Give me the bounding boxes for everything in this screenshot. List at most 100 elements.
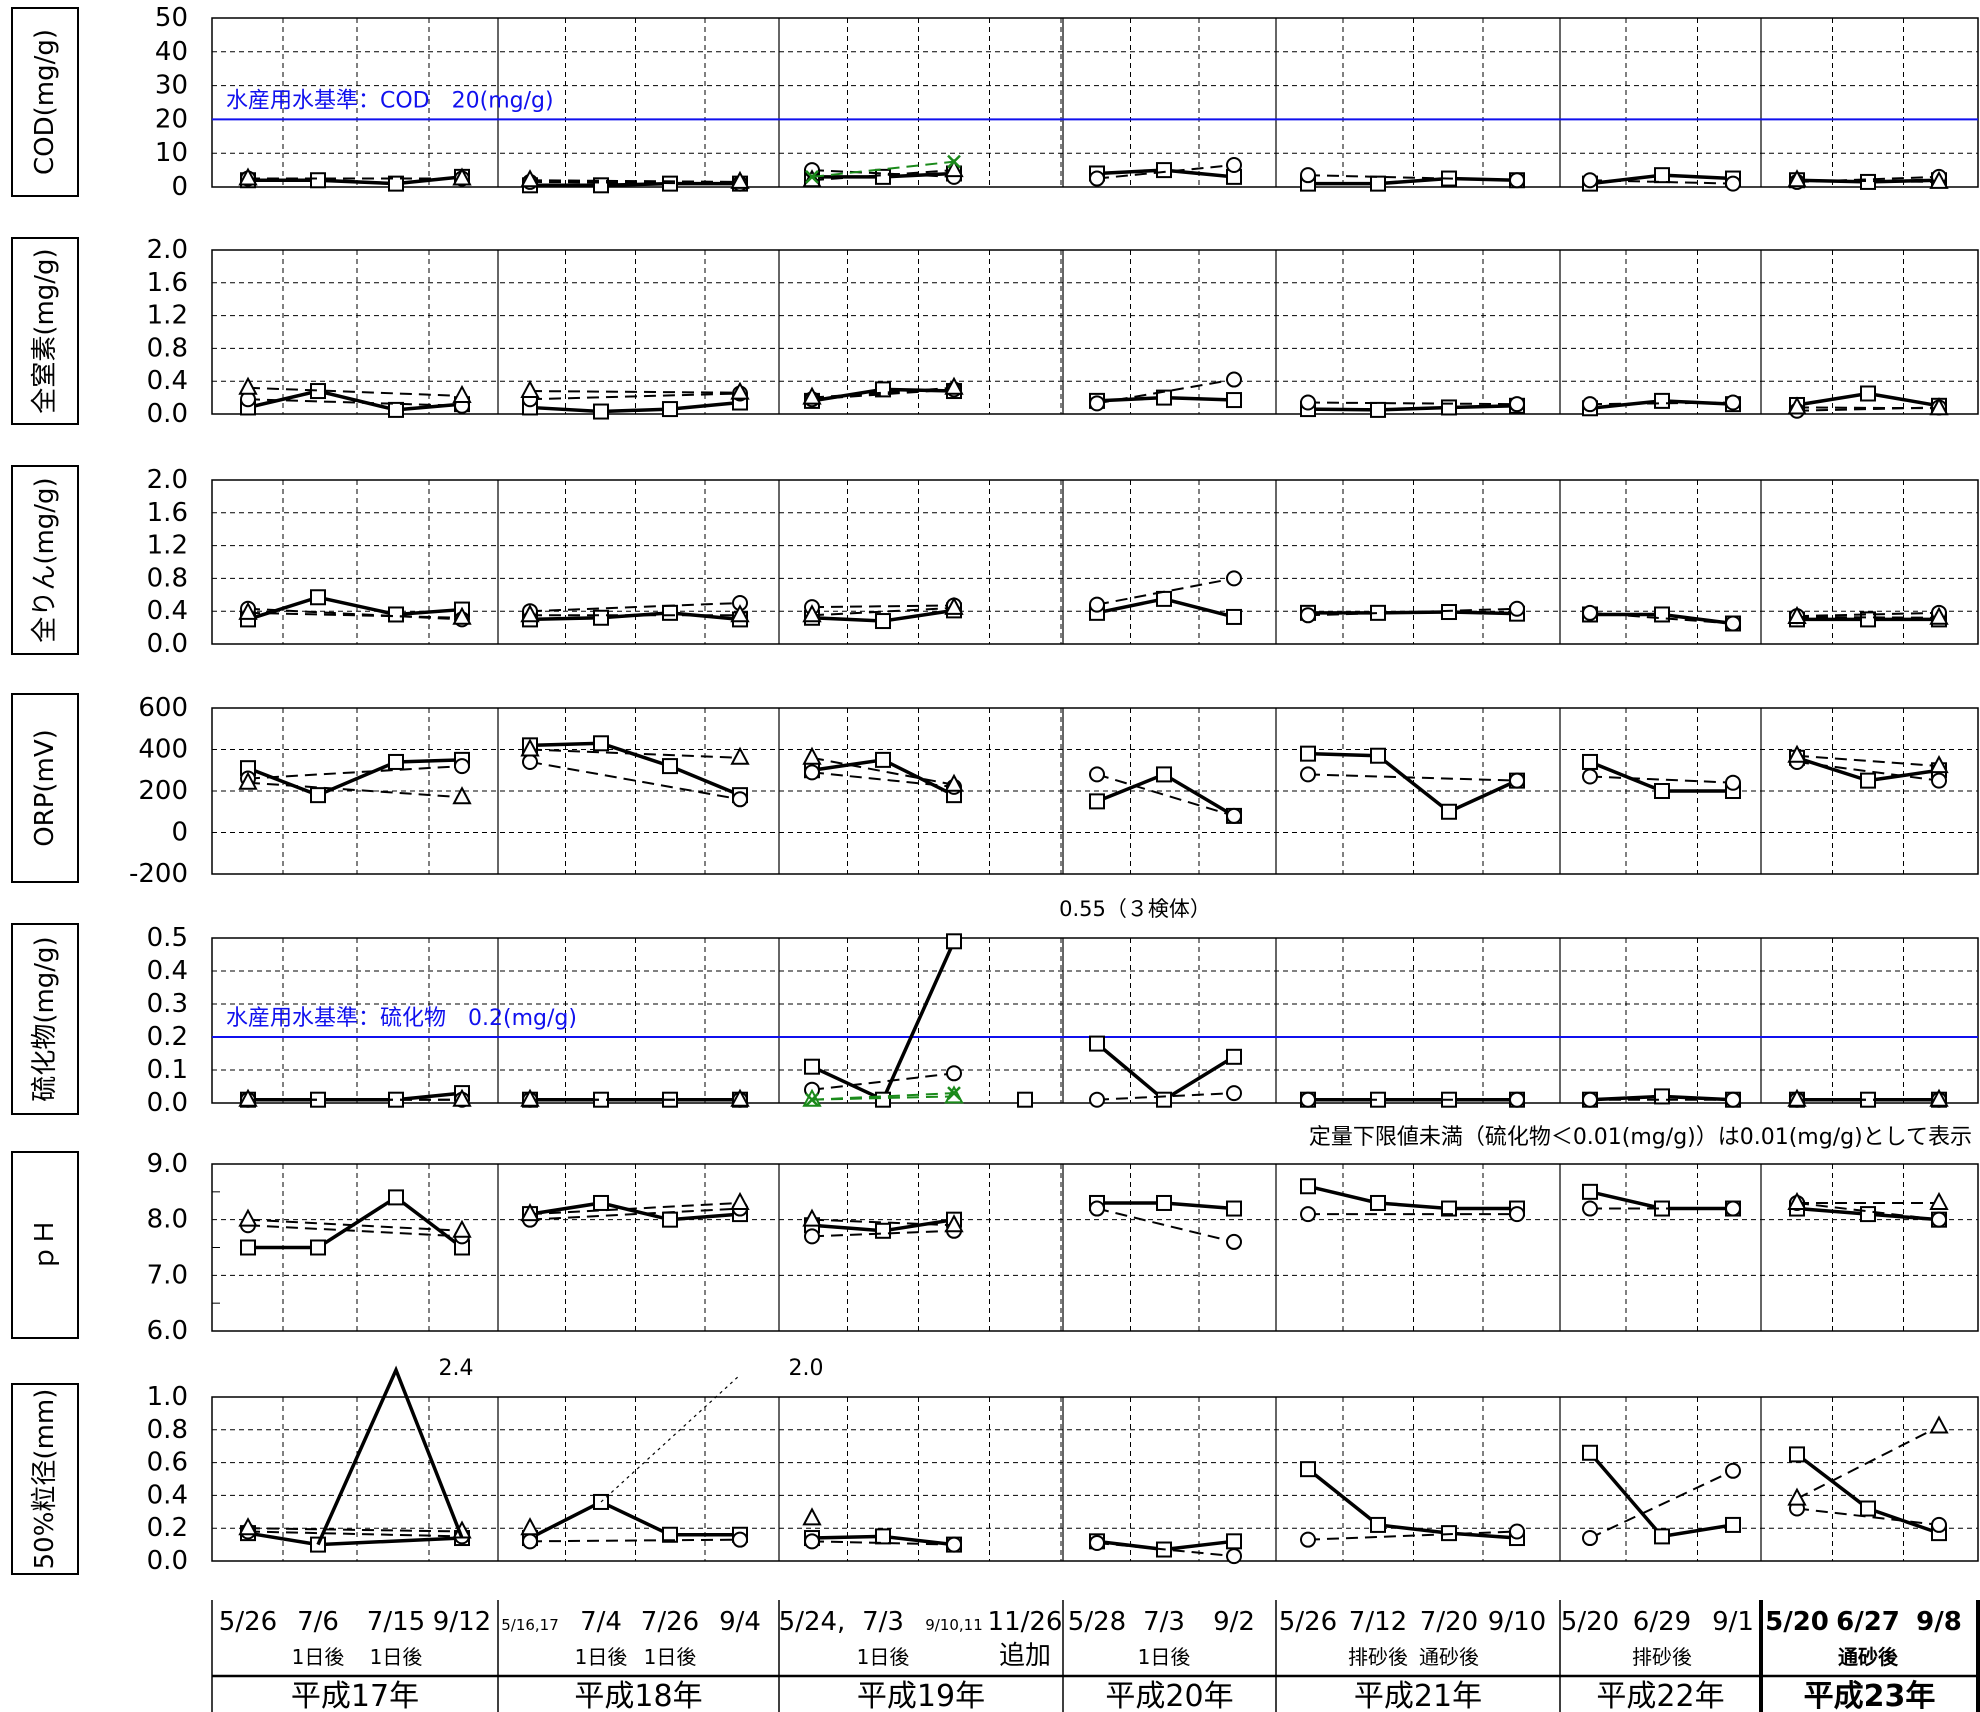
marker-circle [1300,1206,1316,1223]
marker-triangle [1929,1415,1949,1434]
y-axis-label: ORP(mV) [30,729,60,847]
y-tick-label: 0.8 [147,563,188,593]
date-sublabel: 排砂後 [1632,1645,1692,1669]
marker-circle [1089,395,1105,412]
marker-circle [1725,1091,1741,1108]
panel-total-phosphorus: 全りん(mg/g) 2.01.61.20.80.40.0 [11,465,1979,659]
marker-circle [1509,1206,1525,1223]
marker-circle [1725,774,1741,791]
series-line [1307,404,1518,412]
y-tick-label: 400 [138,735,188,765]
series-line [1307,1530,1518,1541]
date-label: 7/3 [862,1607,904,1637]
date-label: 7/3 [1143,1607,1185,1637]
marker-circle [1582,768,1598,785]
series-triangle-dashed [238,376,1949,416]
marker-circle [1300,394,1316,411]
series-line [1589,179,1734,185]
date-label: 6/27 [1836,1607,1900,1637]
marker-triangle [802,746,822,765]
annotation-055: 0.55（３検体） [1059,897,1211,921]
series-line [529,748,741,759]
marker-triangle [944,158,964,178]
series-line [247,765,463,780]
marker-circle [1931,772,1947,789]
y-tick-label: 600 [138,693,188,723]
series-line [247,386,463,397]
marker-square [1156,162,1172,179]
series-line [811,1540,955,1546]
marker-square [1156,766,1172,783]
series-line [1796,615,1940,619]
y-tick-label: 0.1 [147,1055,188,1085]
marker-circle [732,791,748,808]
series-line [811,771,955,788]
marker-triangle [238,167,258,186]
plot-frame [211,249,1979,415]
marker-triangle [452,384,472,403]
series-triangle-dashed [238,738,1949,805]
marker-triangle [1929,1088,1949,1107]
series-line [1096,1092,1235,1101]
marker-square [1156,1194,1172,1211]
series-line [1307,174,1518,182]
marker-circle [1725,1200,1741,1217]
y-ticks: 2.01.61.20.80.40.0 [147,465,188,659]
marker-square [388,401,404,418]
marker-square [1654,1088,1670,1105]
marker-triangle [1929,1191,1949,1210]
series-circle-dashed [240,1194,1947,1250]
marker-circle [1226,807,1242,824]
date-label: 5/28 [1068,1607,1126,1637]
marker-square [662,758,678,775]
marker-circle [1089,170,1105,187]
marker-circle [1509,1091,1525,1108]
series-circle-dashed [240,570,1947,632]
series-line [247,611,463,619]
series-cross-dashed [805,154,961,184]
year-label: 平成21年 [1354,1679,1482,1712]
marker-circle [522,753,538,770]
series-line [1307,1184,1517,1211]
date-sublabel: 1日後 [644,1645,697,1669]
marker-circle [1582,396,1598,413]
marker-triangle [802,386,822,405]
year-label: 平成18年 [574,1679,702,1712]
y-tick-label: 0.0 [147,399,188,429]
marker-circle [1089,1534,1105,1551]
marker-triangle [1929,754,1949,774]
series-line [247,1218,463,1232]
marker-triangle [238,771,258,790]
marker-square [1860,1500,1876,1517]
year-label: 平成23年 [1804,1679,1936,1712]
panel-ph: ｐＨ 9.0 8.0 7.0 6.0 [11,1149,1979,1346]
y-tick-label: 0.0 [147,629,188,659]
series-line [1306,1467,1518,1540]
series-line [811,604,955,609]
marker-triangle [520,738,540,757]
date-label: 9/12 [433,1607,491,1637]
marker-square [662,1526,678,1543]
series-line [811,388,955,401]
marker-square [1370,175,1386,192]
y-tick-label: 10 [155,138,188,168]
date-sublabel: 1日後 [857,1645,910,1669]
y-tick-label: 0.0 [147,1546,188,1576]
marker-triangle [238,1517,258,1536]
marker-square [875,751,891,768]
plot-frame [211,479,1979,645]
marker-circle [1226,157,1242,174]
date-label: 5/16,17 [501,1616,559,1634]
marker-square [875,1222,891,1239]
marker-square [240,1239,256,1256]
marker-triangle [730,604,750,623]
series-line [1307,751,1518,814]
series-line [811,606,955,617]
series-line [529,400,741,414]
series-line [1096,378,1235,405]
marker-triangle [944,596,964,615]
date-label: 5/26 [1279,1607,1337,1637]
marker-square [1654,783,1670,799]
series-line [1096,1541,1235,1558]
